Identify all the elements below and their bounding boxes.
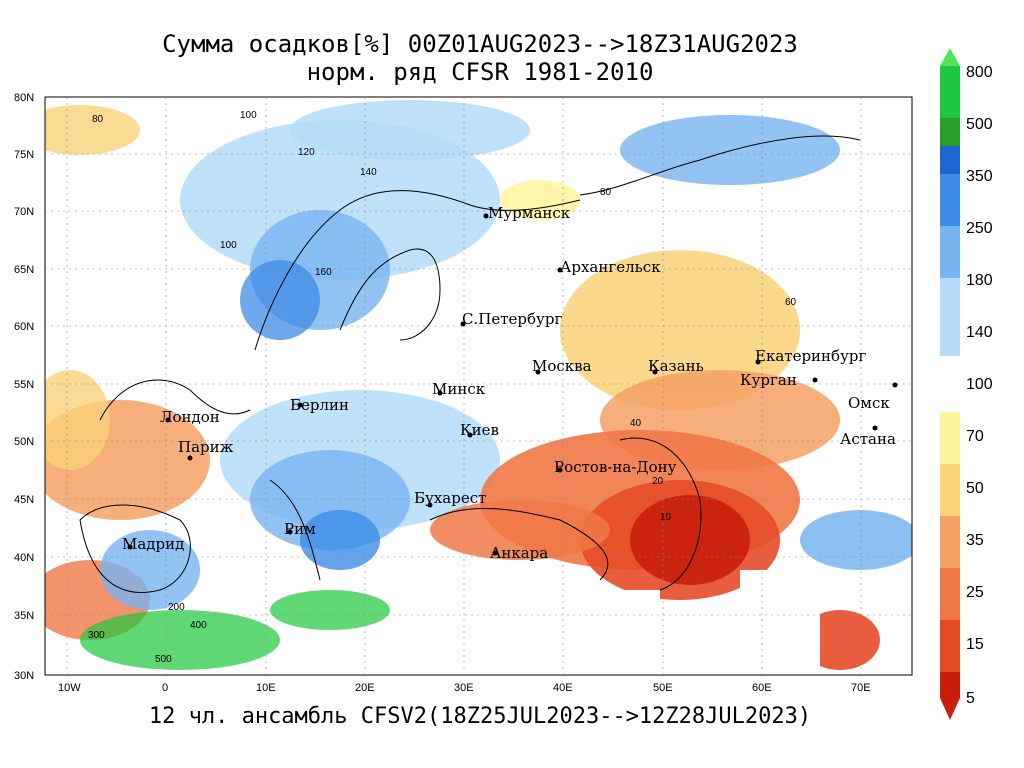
colorbar-swatch [940,174,960,226]
contour-label: 300 [88,630,105,641]
contour-label: 10 [660,512,672,523]
lon-label: 20E [355,682,375,694]
colorbar-label: 800 [966,64,993,81]
colorbar-swatch [940,226,960,278]
city-label: С.Петербург [462,310,562,328]
colorbar-swatch [940,516,960,568]
chart-title: Сумма осадков[%] 00Z01AUG2023-->18Z31AUG… [162,30,798,58]
contour-label: 400 [190,620,207,631]
city-label: Париж [178,438,234,456]
city-label: Киев [460,421,499,439]
contour-label: 60 [785,297,797,308]
lat-label: 40N [14,552,34,564]
colorbar-label: 35 [966,532,984,549]
city-label: Курган [740,371,797,389]
contour-label: 120 [298,147,315,158]
city-label: Мадрид [122,535,184,553]
lat-label: 45N [14,494,34,506]
lon-label: 50E [653,682,673,694]
colorbar-label: 350 [966,168,993,185]
city-label: Бухарест [414,489,486,507]
city-label: Екатеринбург [755,347,866,365]
city-label: Рим [284,520,316,538]
contour-label: 200 [168,602,185,613]
lat-label: 70N [14,206,34,218]
lat-label: 30N [14,670,34,682]
colorbar-swatch [940,66,960,118]
colorbar-label: 70 [966,428,984,445]
lon-label: 30E [454,682,474,694]
ensemble-footer: 12 чл. ансамбль CFSV2(18Z25JUL2023-->12Z… [148,704,812,729]
colorbar-label: 100 [966,376,993,393]
city-label: Казань [648,357,704,375]
cities: Мурманск Архангельск С.Петербург Москва … [122,204,898,562]
contour-label: 80 [600,187,612,198]
contour-label: 140 [360,167,377,178]
contour-labels: 80 100 120 140 160 100 60 80 40 20 10 30… [88,110,797,665]
lon-label: 10W [58,682,81,694]
lon-label: 10E [256,682,276,694]
lon-label: 60E [752,682,772,694]
lat-label: 80N [14,92,34,104]
colorbar-swatch [940,412,960,464]
city-label: Архангельск [560,258,661,276]
lat-label: 65N [14,264,34,276]
colorbar-top-arrow [940,48,960,66]
map-fill-layer [45,97,912,675]
lon-label: 40E [553,682,573,694]
lat-label: 55N [14,379,34,391]
contour-label: 80 [92,114,104,125]
coastlines [79,135,861,593]
city-label: Анкара [490,544,548,562]
colorbar-swatch [940,620,960,672]
colorbar-label: 25 [966,584,984,601]
contour-label: 160 [315,267,332,278]
lat-label: 35N [14,610,34,622]
city-label: Мурманск [488,204,571,222]
colorbar [940,48,960,720]
colorbar-swatch [940,672,960,698]
colorbar-swatch [940,464,960,516]
city-label: Минск [432,380,486,398]
colorbar-swatch [940,118,960,146]
city-label: Ростов-на-Дону [554,458,677,476]
contour-label: 500 [155,654,172,665]
city-label: Берлин [290,396,349,414]
colorbar-label: 180 [966,272,993,289]
colorbar-label: 15 [966,636,984,653]
map-frame [44,96,913,676]
contour-label: 100 [240,110,257,121]
contour-label: 100 [220,240,237,251]
colorbar-label: 500 [966,116,993,133]
city-label: Астана [840,430,896,448]
lat-label: 50N [14,436,34,448]
colorbar-label: 5 [966,690,975,707]
contour-label: 20 [652,476,664,487]
lon-label: 70E [851,682,871,694]
contour-label: 40 [630,418,642,429]
city-label: Москва [532,357,592,375]
city-label: Омск [848,394,890,412]
colorbar-label: 140 [966,324,993,341]
colorbar-bottom-arrow [940,698,960,720]
colorbar-swatch [940,278,960,356]
city-label: Лондон [160,408,220,426]
lat-label: 75N [14,149,34,161]
colorbar-label: 50 [966,480,984,497]
lon-axis: 10W 0 10E 20E 30E 40E 50E 60E 70E [58,682,871,694]
colorbar-swatch [940,568,960,620]
lat-axis: 80N 75N 70N 65N 60N 55N 50N 45N 40N 35N … [14,92,34,682]
lon-label: 0 [162,682,168,694]
colorbar-label: 250 [966,220,993,237]
chart-subtitle: норм. ряд CFSR 1981-2010 [306,58,654,86]
colorbar-swatch [940,146,960,174]
lat-label: 60N [14,321,34,333]
